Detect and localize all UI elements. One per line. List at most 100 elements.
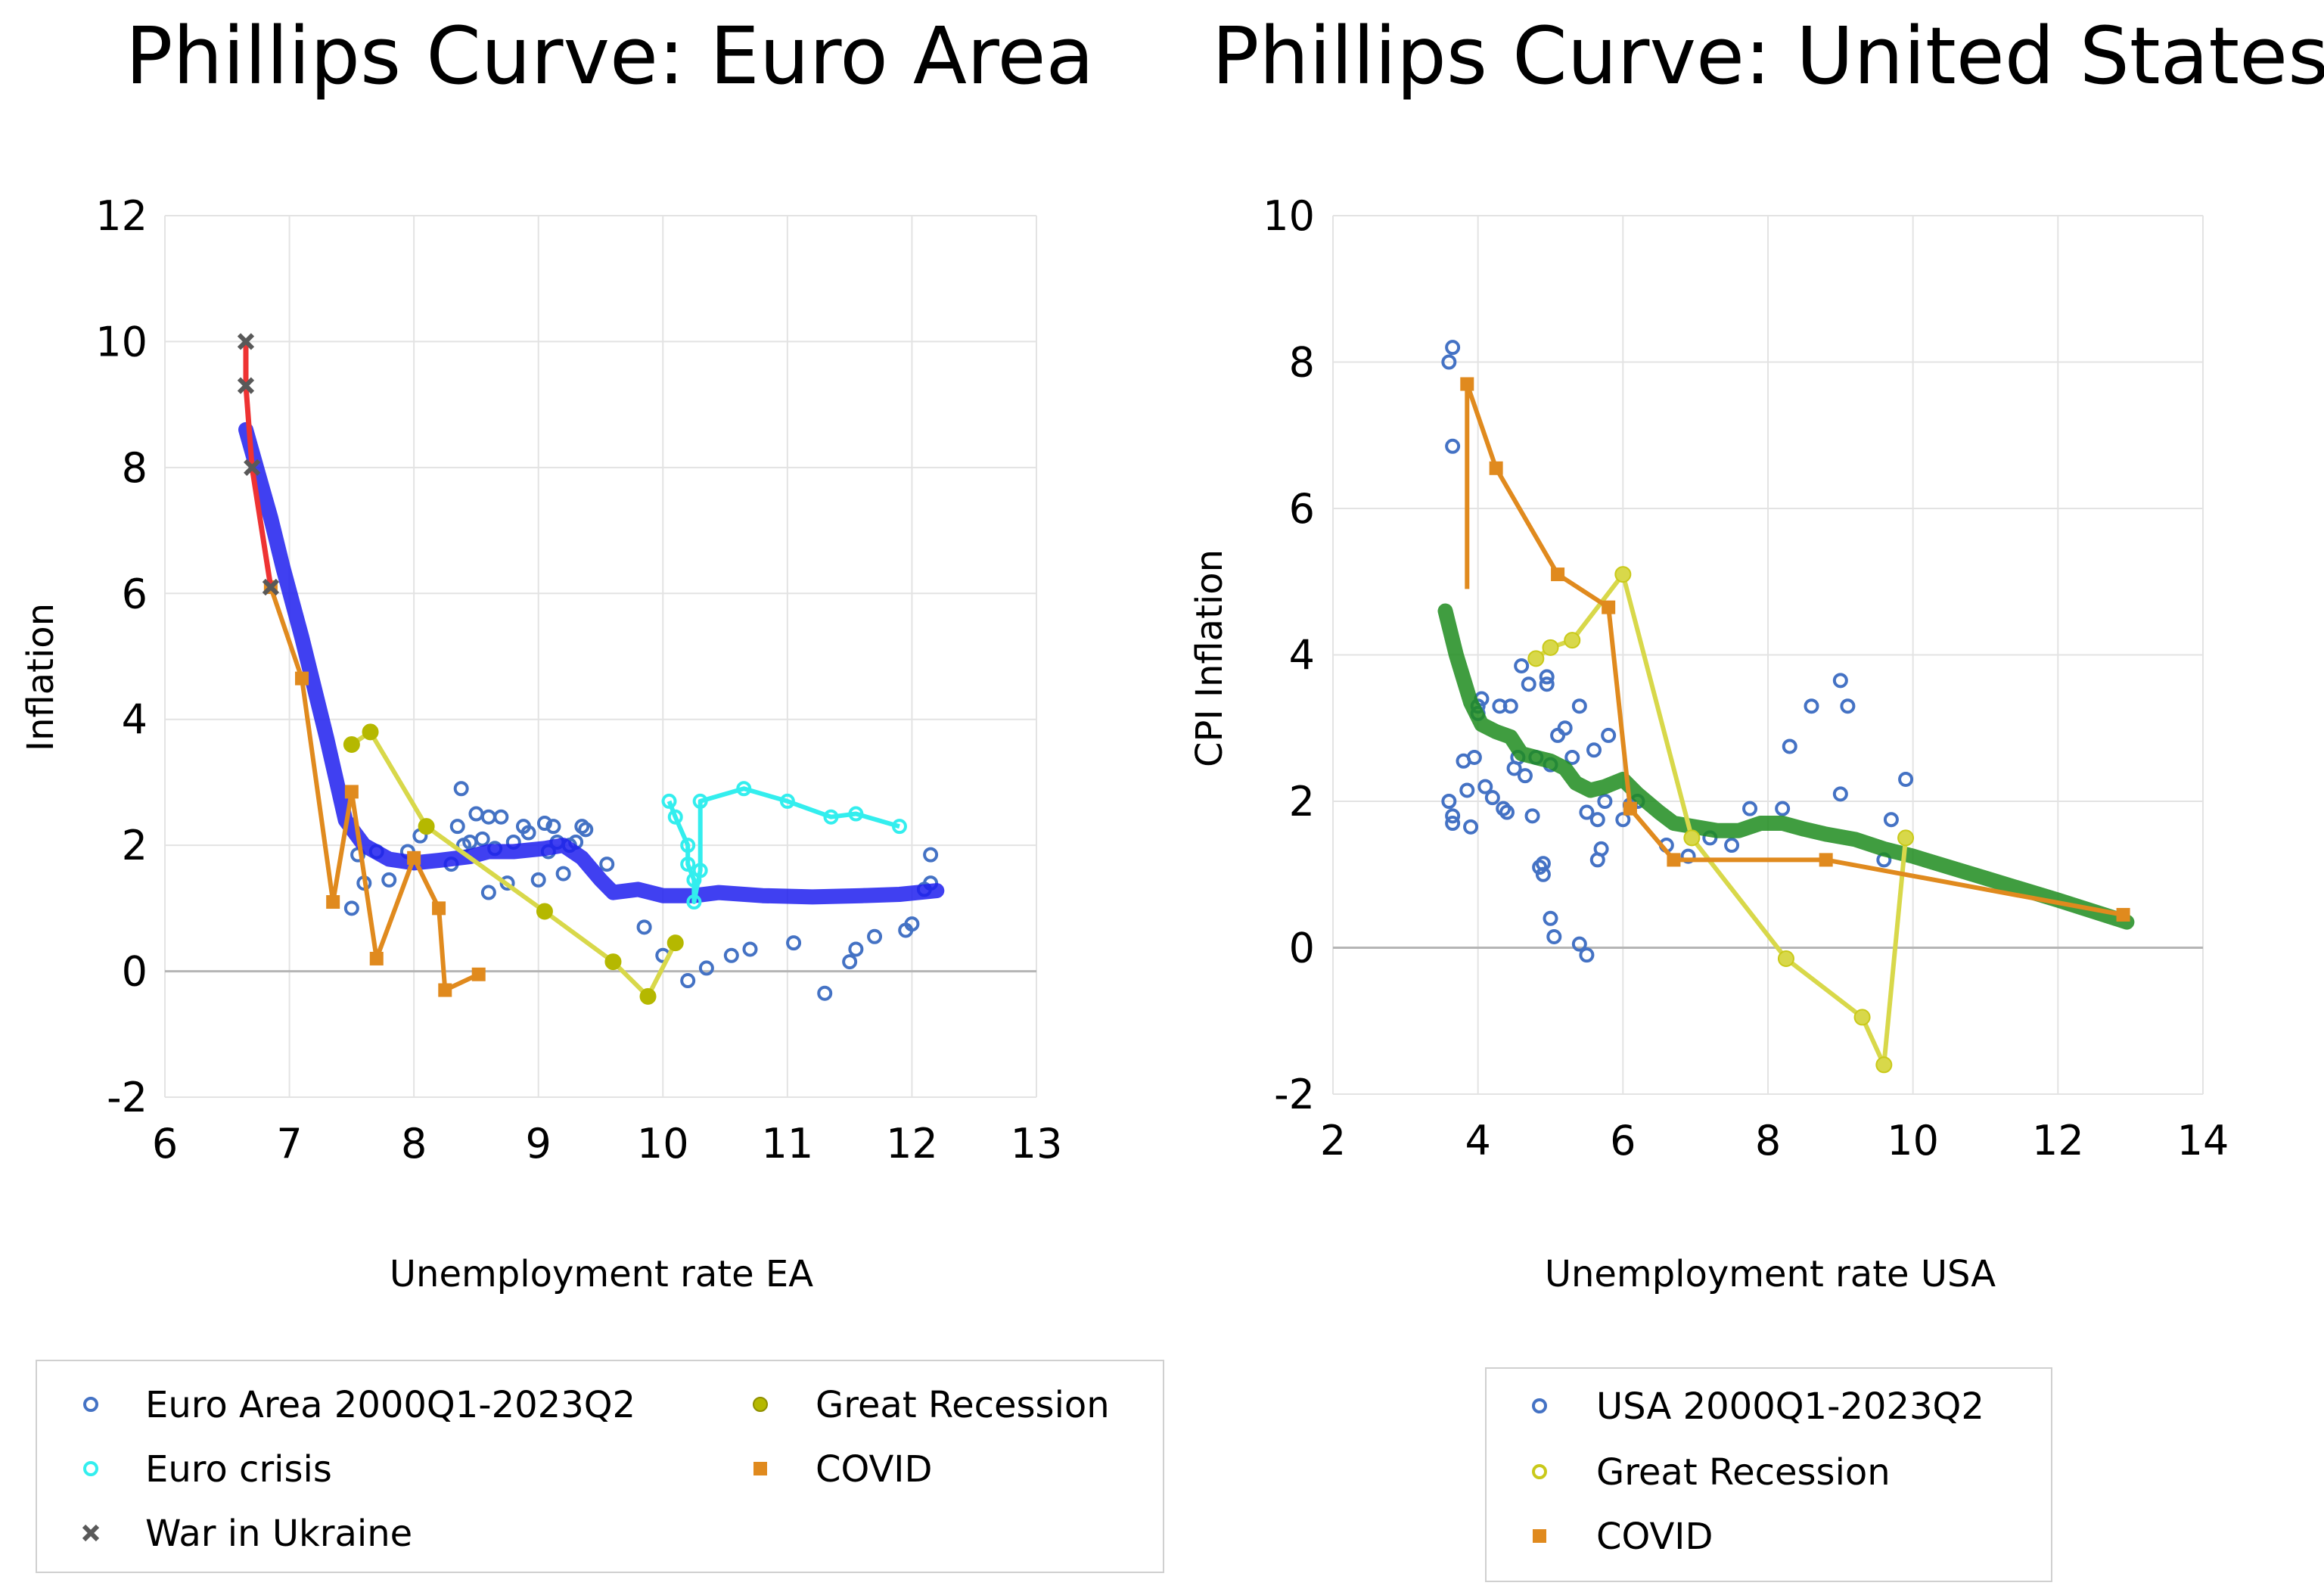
war-point [237, 333, 255, 350]
scatter-point [1514, 658, 1530, 674]
chart-title: Phillips Curve: United States [1212, 10, 2324, 102]
covid-point [2116, 907, 2130, 922]
scatter-point [449, 819, 465, 835]
covid-line [1465, 381, 2124, 917]
legend-label: Great Recession [1596, 1451, 1891, 1494]
scatter-point [1546, 928, 1562, 944]
scatter-point [545, 819, 561, 835]
scatter-point [1615, 812, 1631, 828]
legend-marker-scatter-icon [83, 1397, 98, 1412]
scatter-point [698, 960, 714, 976]
legend-marker-war-cross-icon [82, 1524, 100, 1542]
legend-item-covid: COVID [1533, 1516, 1713, 1558]
legend-item-great-recession: Great Recession [1532, 1451, 1891, 1494]
scatter-point [578, 822, 594, 838]
gridlines [1332, 215, 2204, 1095]
great-recession-point [666, 934, 684, 952]
x-tick-labels: 2 4 6 8 10 12 14 [1320, 1117, 2229, 1164]
legend-item-war: War in Ukraine [82, 1513, 412, 1555]
x-axis-label: Unemployment rate EA [390, 1253, 813, 1295]
legend-marker-scatter-icon [1532, 1398, 1547, 1413]
legend: USA 2000Q1-2023Q2 Great Recession COVID [1485, 1367, 2052, 1582]
scatter-point [1441, 794, 1457, 809]
scatter-point [468, 806, 484, 822]
scatter-point [1521, 676, 1536, 692]
scatter-point [904, 916, 920, 932]
scatter-point [723, 947, 739, 963]
scatter-point [1459, 782, 1475, 798]
euro-crisis-point [891, 819, 907, 835]
scatter-point [1782, 738, 1797, 754]
x-tick-label: 11 [761, 1120, 813, 1168]
scatter-point [1445, 816, 1461, 832]
x-tick-label: 8 [401, 1120, 427, 1168]
euro-crisis-point [736, 781, 752, 797]
plot-area [1437, 340, 2135, 1074]
legend-label: Great Recession [816, 1384, 1110, 1426]
x-tick-label: 10 [1887, 1117, 1939, 1164]
euro-crisis-point [680, 857, 696, 872]
scatter-point [1532, 860, 1548, 875]
euro-crisis-point [661, 793, 677, 809]
euro-crisis-point [848, 806, 864, 822]
x-axis-label: Unemployment rate USA [1545, 1253, 1996, 1295]
x-tick-label: 9 [526, 1120, 551, 1168]
x-tick-label: 7 [276, 1120, 302, 1168]
legend-marker-covid-icon [753, 1462, 767, 1475]
covid-point [438, 983, 452, 997]
y-tick-label: 2 [122, 822, 148, 869]
scatter-point [1586, 742, 1602, 758]
trend-line [1437, 603, 2135, 930]
chart-title: Phillips Curve: Euro Area [126, 10, 1095, 102]
great-recession-point [343, 736, 360, 753]
legend: Euro Area 2000Q1-2023Q2 Euro crisis War … [36, 1360, 1164, 1573]
scatter-point [1579, 804, 1595, 820]
y-tick-labels: -2 0 2 4 6 8 10 12 [95, 192, 148, 1121]
covid-point [407, 850, 421, 865]
legend-item-covid: COVID [753, 1448, 932, 1491]
scatter-point [786, 935, 802, 951]
great-recession-point [1683, 829, 1701, 847]
scatter-point [1496, 801, 1512, 816]
scatter-point [499, 875, 515, 891]
legend-label: USA 2000Q1-2023Q2 [1596, 1385, 1984, 1428]
scatter-point [474, 831, 490, 847]
scatter-point [1543, 910, 1558, 926]
scatter-point [1898, 771, 1914, 787]
legend-frame [1485, 1367, 2052, 1582]
y-tick-label: 10 [95, 318, 148, 365]
scatter-point [1441, 354, 1457, 370]
legend-label: COVID [816, 1448, 932, 1491]
legend-item-scatter: USA 2000Q1-2023Q2 [1532, 1385, 1984, 1428]
covid-point [1623, 801, 1637, 816]
y-axis-label: Inflation [20, 603, 62, 751]
scatter-point [1832, 786, 1848, 802]
x-tick-label: 4 [1465, 1117, 1490, 1164]
x-tick-label: 14 [2177, 1117, 2229, 1164]
scatter-point [1804, 698, 1819, 714]
scatter-point [680, 973, 696, 989]
covid-point [344, 785, 359, 799]
chart-united-states: Phillips Curve: United States 2 4 6 8 10 12 14… [1188, 10, 2324, 1582]
war-line [243, 341, 274, 588]
covid-point [432, 901, 446, 916]
great-recession-point [639, 987, 657, 1005]
great-recession-point [1527, 650, 1545, 667]
legend-marker-covid-icon [1533, 1529, 1546, 1543]
scatter-point [1883, 812, 1899, 828]
great-recession-point [536, 903, 553, 920]
scatter-point [1539, 676, 1555, 692]
euro-crisis-line [666, 786, 900, 904]
covid-point [295, 671, 309, 686]
covid-point [1551, 567, 1565, 582]
scatter-point [1601, 727, 1617, 743]
great-recession-point [1853, 1009, 1871, 1026]
euro-crisis-point [686, 894, 702, 910]
y-tick-label: 8 [1289, 339, 1315, 387]
scatter-point [1724, 838, 1740, 854]
scatter-point [1535, 866, 1551, 882]
y-tick-label: 8 [122, 444, 148, 492]
covid-point [1602, 600, 1616, 614]
war-point [244, 459, 261, 476]
